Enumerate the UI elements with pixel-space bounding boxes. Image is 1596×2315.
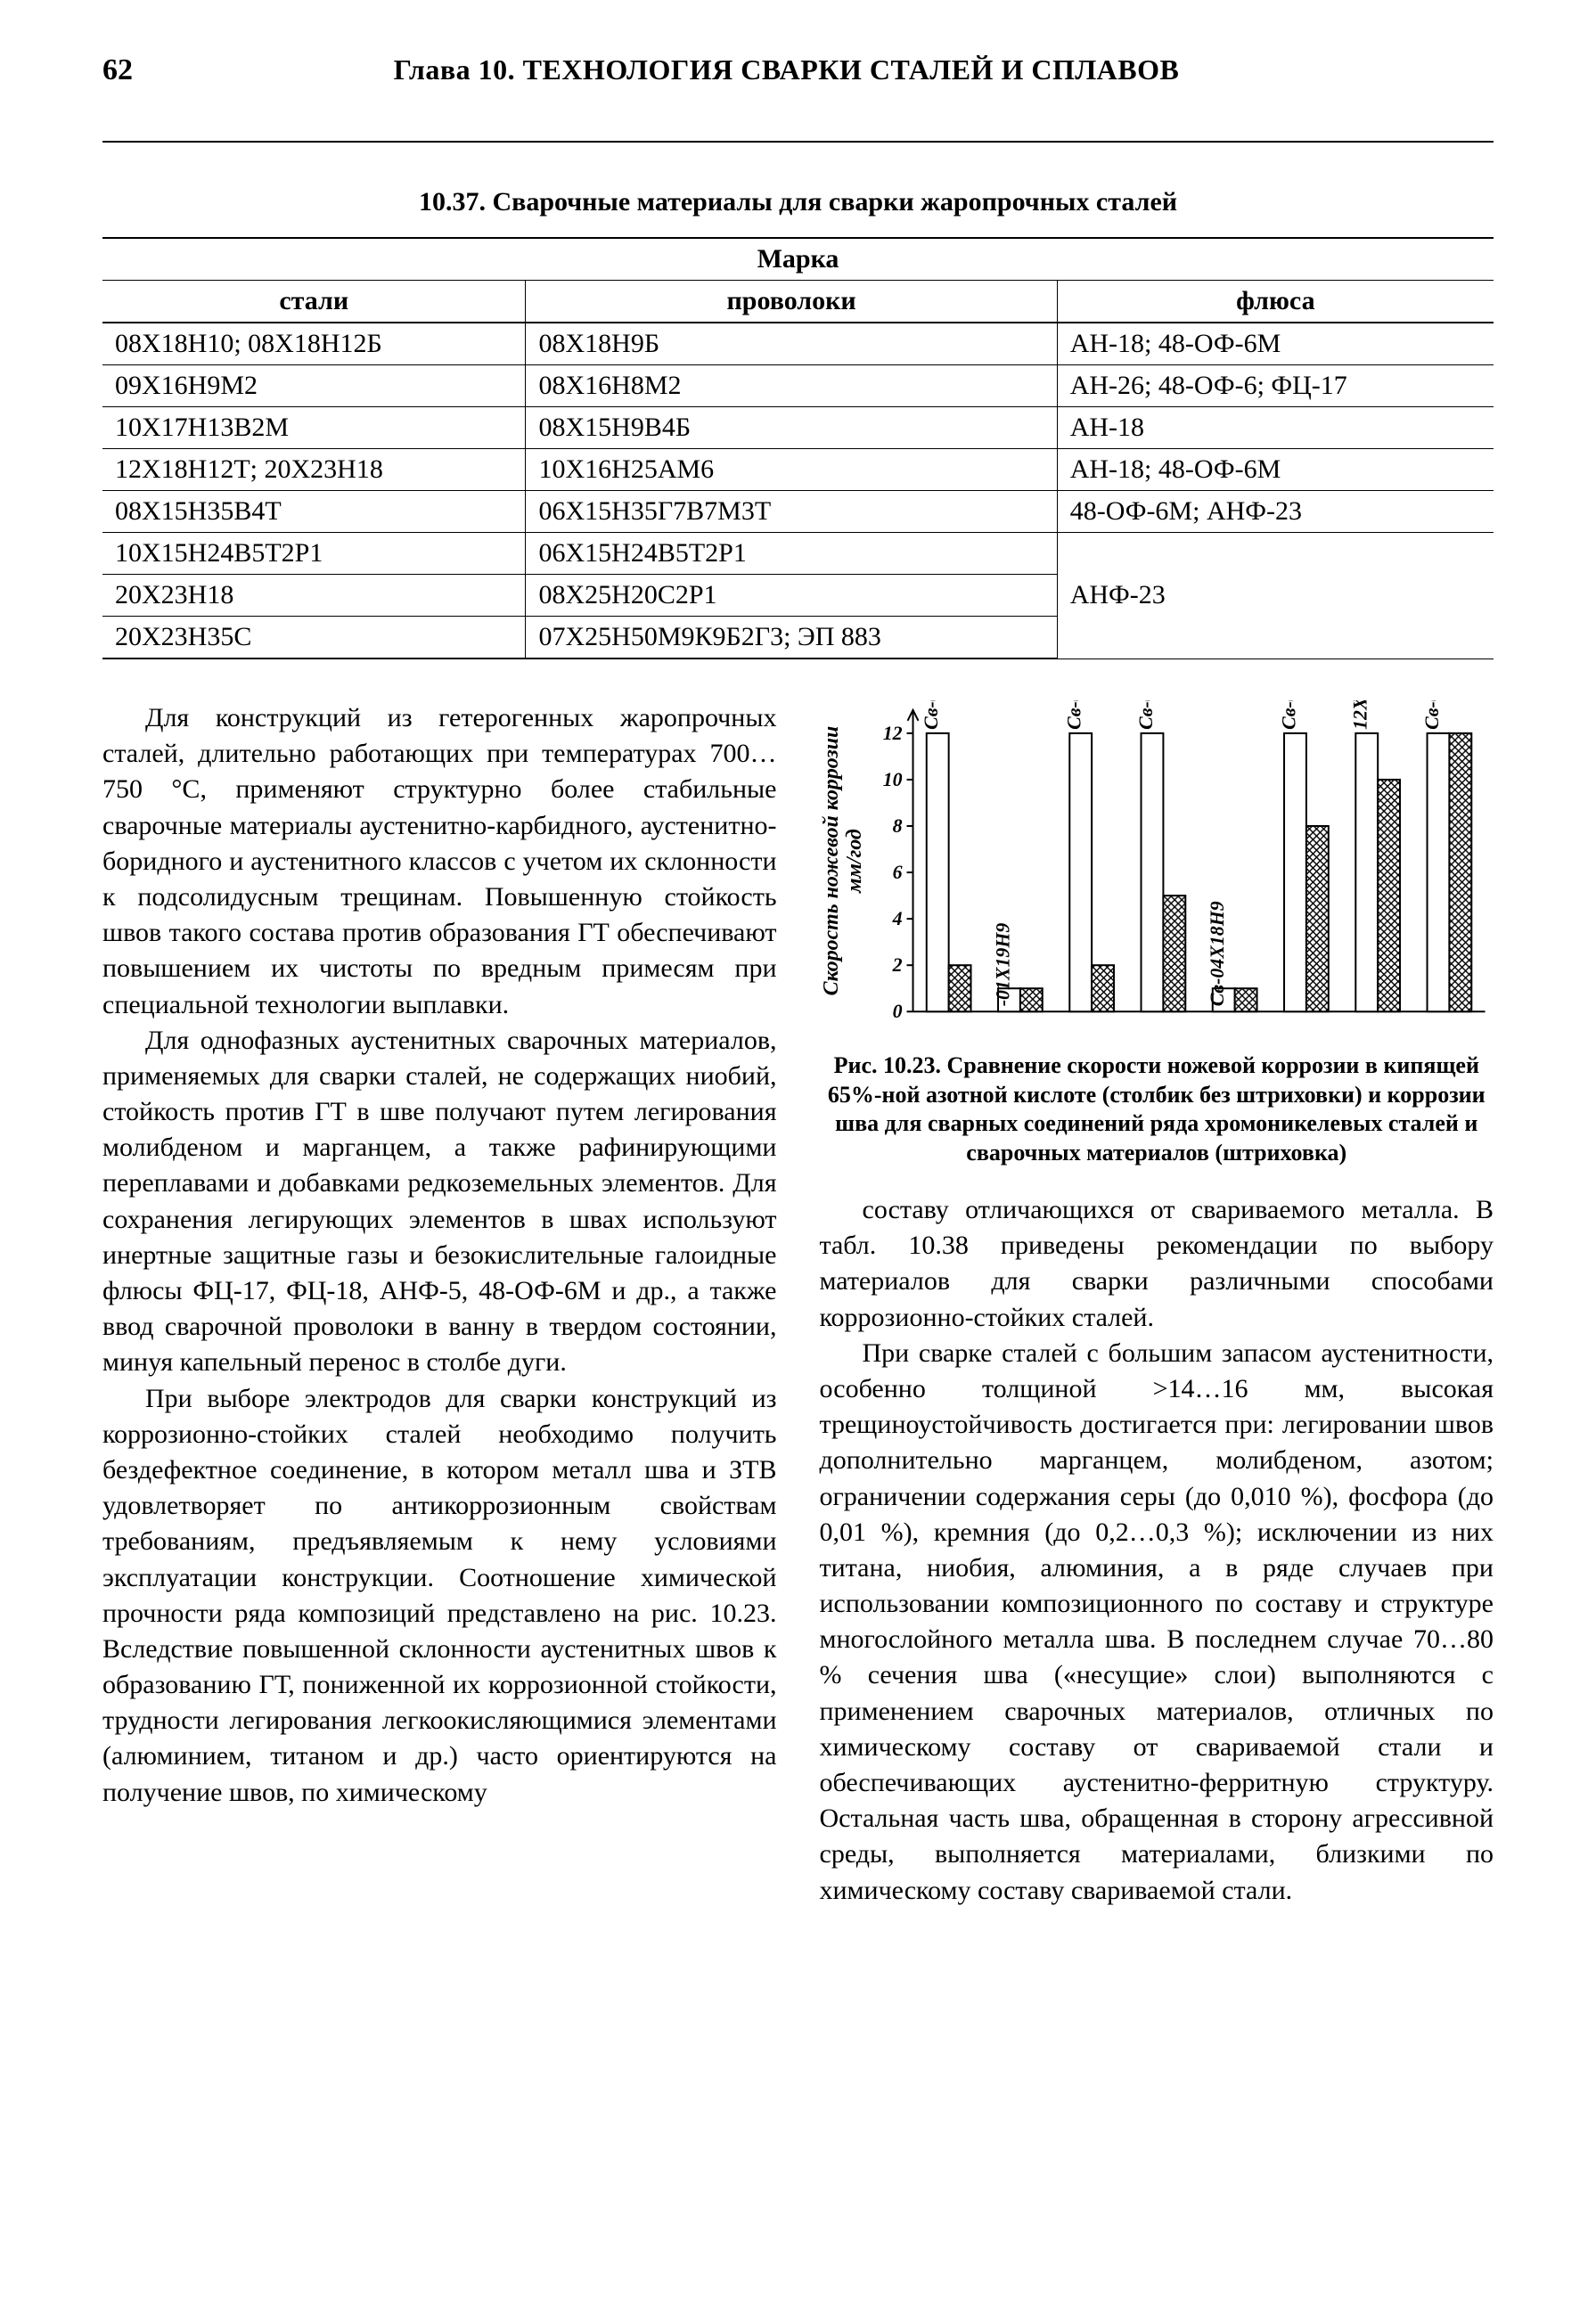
svg-text:Св-07Х19Н10Б: Св-07Х19Н10Б bbox=[1062, 700, 1084, 730]
svg-text:Св-04Х19Н11М3: Св-04Х19Н11М3 bbox=[1134, 700, 1156, 730]
paragraph: Для однофазных аустенитных сварочных мат… bbox=[102, 1023, 777, 1381]
svg-text:0: 0 bbox=[892, 1000, 902, 1022]
cell-steel: 08Х18Н10; 08Х18Н12Б bbox=[102, 323, 526, 365]
svg-text:12Х18Н9Т: 12Х18Н9Т bbox=[1348, 700, 1371, 730]
svg-text:8: 8 bbox=[892, 814, 902, 837]
col-header-steel: стали bbox=[102, 281, 526, 323]
paragraph: Для конструкций из гетерогенных жаропроч… bbox=[102, 700, 777, 1023]
table-caption: 10.37. Сварочные материалы для сварки жа… bbox=[102, 187, 1494, 217]
cell-flux: АН-18 bbox=[1057, 407, 1494, 449]
cell-steel: 10Х15Н24В5Т2Р1 bbox=[102, 533, 526, 575]
cell-wire: 08Х18Н9Б bbox=[526, 323, 1057, 365]
body-columns: Для конструкций из гетерогенных жаропроч… bbox=[102, 700, 1494, 1909]
table-row: 09Х16Н9М208Х16Н8М2АН-26; 48-ОФ-6; ФЦ-17 bbox=[102, 365, 1494, 407]
table-row: 10Х15Н24В5Т2Р106Х15Н24В5Т2Р1АНФ-23 bbox=[102, 533, 1494, 575]
table-row: 08Х15Н35В4Т06Х15Н35Г7В7М3Т48-ОФ-6М; АНФ-… bbox=[102, 491, 1494, 533]
figure-block: 0 2 4 6 8 10 12 Скорость ножевой коррозиимм/год… bbox=[820, 700, 1494, 1167]
svg-text:12: 12 bbox=[882, 722, 902, 744]
table-row: 12Х18Н12Т; 20Х23Н1810Х16Н25АМ6АН-18; 48-… bbox=[102, 449, 1494, 491]
cell-wire: 08Х16Н8М2 bbox=[526, 365, 1057, 407]
figure-caption: Рис. 10.23. Сравнение скорости ножевой к… bbox=[820, 1051, 1494, 1167]
cell-wire: 08Х25Н20С2Р1 bbox=[526, 575, 1057, 617]
cell-steel: 08Х15Н35В4Т bbox=[102, 491, 526, 533]
cell-steel: 20Х23Н35С bbox=[102, 617, 526, 659]
header-rule bbox=[102, 141, 1494, 143]
cell-wire: 10Х16Н25АМ6 bbox=[526, 449, 1057, 491]
svg-text:Св-04Х18Н9: Св-04Х18Н9 bbox=[1206, 901, 1228, 1006]
svg-text:Св-06Х19Н9Т: Св-06Х19Н9Т bbox=[1277, 700, 1299, 730]
cell-wire: 06Х15Н24В5Т2Р1 bbox=[526, 533, 1057, 575]
col-header-flux: флюса bbox=[1057, 281, 1494, 323]
corrosion-chart: 0 2 4 6 8 10 12 Скорость ножевой коррозиимм/год… bbox=[820, 700, 1494, 1039]
cell-flux: АН-18; 48-ОФ-6М bbox=[1057, 449, 1494, 491]
cell-steel: 12Х18Н12Т; 20Х23Н18 bbox=[102, 449, 526, 491]
cell-steel: 09Х16Н9М2 bbox=[102, 365, 526, 407]
cell-steel: 10Х17Н13В2М bbox=[102, 407, 526, 449]
cell-steel: 20Х23Н18 bbox=[102, 575, 526, 617]
svg-text:Св-07Х19Н9ТЮ: Св-07Х19Н9ТЮ bbox=[1420, 700, 1442, 730]
svg-text:2: 2 bbox=[891, 953, 902, 976]
paragraph: При сварке сталей с большим запасом ауст… bbox=[820, 1336, 1494, 1909]
cell-wire: 07Х25Н50М9К9Б2Г3; ЭП 883 bbox=[526, 617, 1057, 659]
cell-flux: 48-ОФ-6М; АНФ-23 bbox=[1057, 491, 1494, 533]
paragraph: составу отличающихся от свариваемого мет… bbox=[820, 1192, 1494, 1336]
chapter-title: Глава 10. ТЕХНОЛОГИЯ СВАРКИ СТАЛЕЙ И СПЛ… bbox=[133, 53, 1440, 86]
table-row: 10Х17Н13В2М08Х15Н9В4БАН-18 bbox=[102, 407, 1494, 449]
cell-flux: АНФ-23 bbox=[1057, 533, 1494, 659]
right-column: 0 2 4 6 8 10 12 Скорость ножевой коррозиимм/год… bbox=[820, 700, 1494, 1909]
paragraph: При выборе электродов для сварки констру… bbox=[102, 1381, 777, 1811]
svg-text:Св-05Х20Н9ФБС: Св-05Х20Н9ФБС bbox=[920, 700, 942, 730]
page: 62 Глава 10. ТЕХНОЛОГИЯ СВАРКИ СТАЛЕЙ И … bbox=[0, 0, 1596, 2315]
page-number: 62 bbox=[102, 53, 133, 87]
cell-flux: АН-26; 48-ОФ-6; ФЦ-17 bbox=[1057, 365, 1494, 407]
svg-text:Скорость ножевой коррозиимм/го: Скорость ножевой коррозиимм/год bbox=[820, 726, 866, 996]
svg-text:-01Х19Н9: -01Х19Н9 bbox=[991, 923, 1013, 1007]
running-header: 62 Глава 10. ТЕХНОЛОГИЯ СВАРКИ СТАЛЕЙ И … bbox=[102, 53, 1494, 87]
svg-text:4: 4 bbox=[891, 907, 902, 929]
table-row: 08Х18Н10; 08Х18Н12Б08Х18Н9БАН-18; 48-ОФ-… bbox=[102, 323, 1494, 365]
cell-flux: АН-18; 48-ОФ-6М bbox=[1057, 323, 1494, 365]
cell-wire: 08Х15Н9В4Б bbox=[526, 407, 1057, 449]
table-header-group: Марка bbox=[102, 238, 1494, 281]
materials-table: Марка стали проволоки флюса 08Х18Н10; 08… bbox=[102, 237, 1494, 659]
svg-text:6: 6 bbox=[892, 861, 902, 883]
cell-wire: 06Х15Н35Г7В7М3Т bbox=[526, 491, 1057, 533]
col-header-wire: проволоки bbox=[526, 281, 1057, 323]
left-column: Для конструкций из гетерогенных жаропроч… bbox=[102, 700, 777, 1909]
svg-text:10: 10 bbox=[882, 768, 902, 790]
